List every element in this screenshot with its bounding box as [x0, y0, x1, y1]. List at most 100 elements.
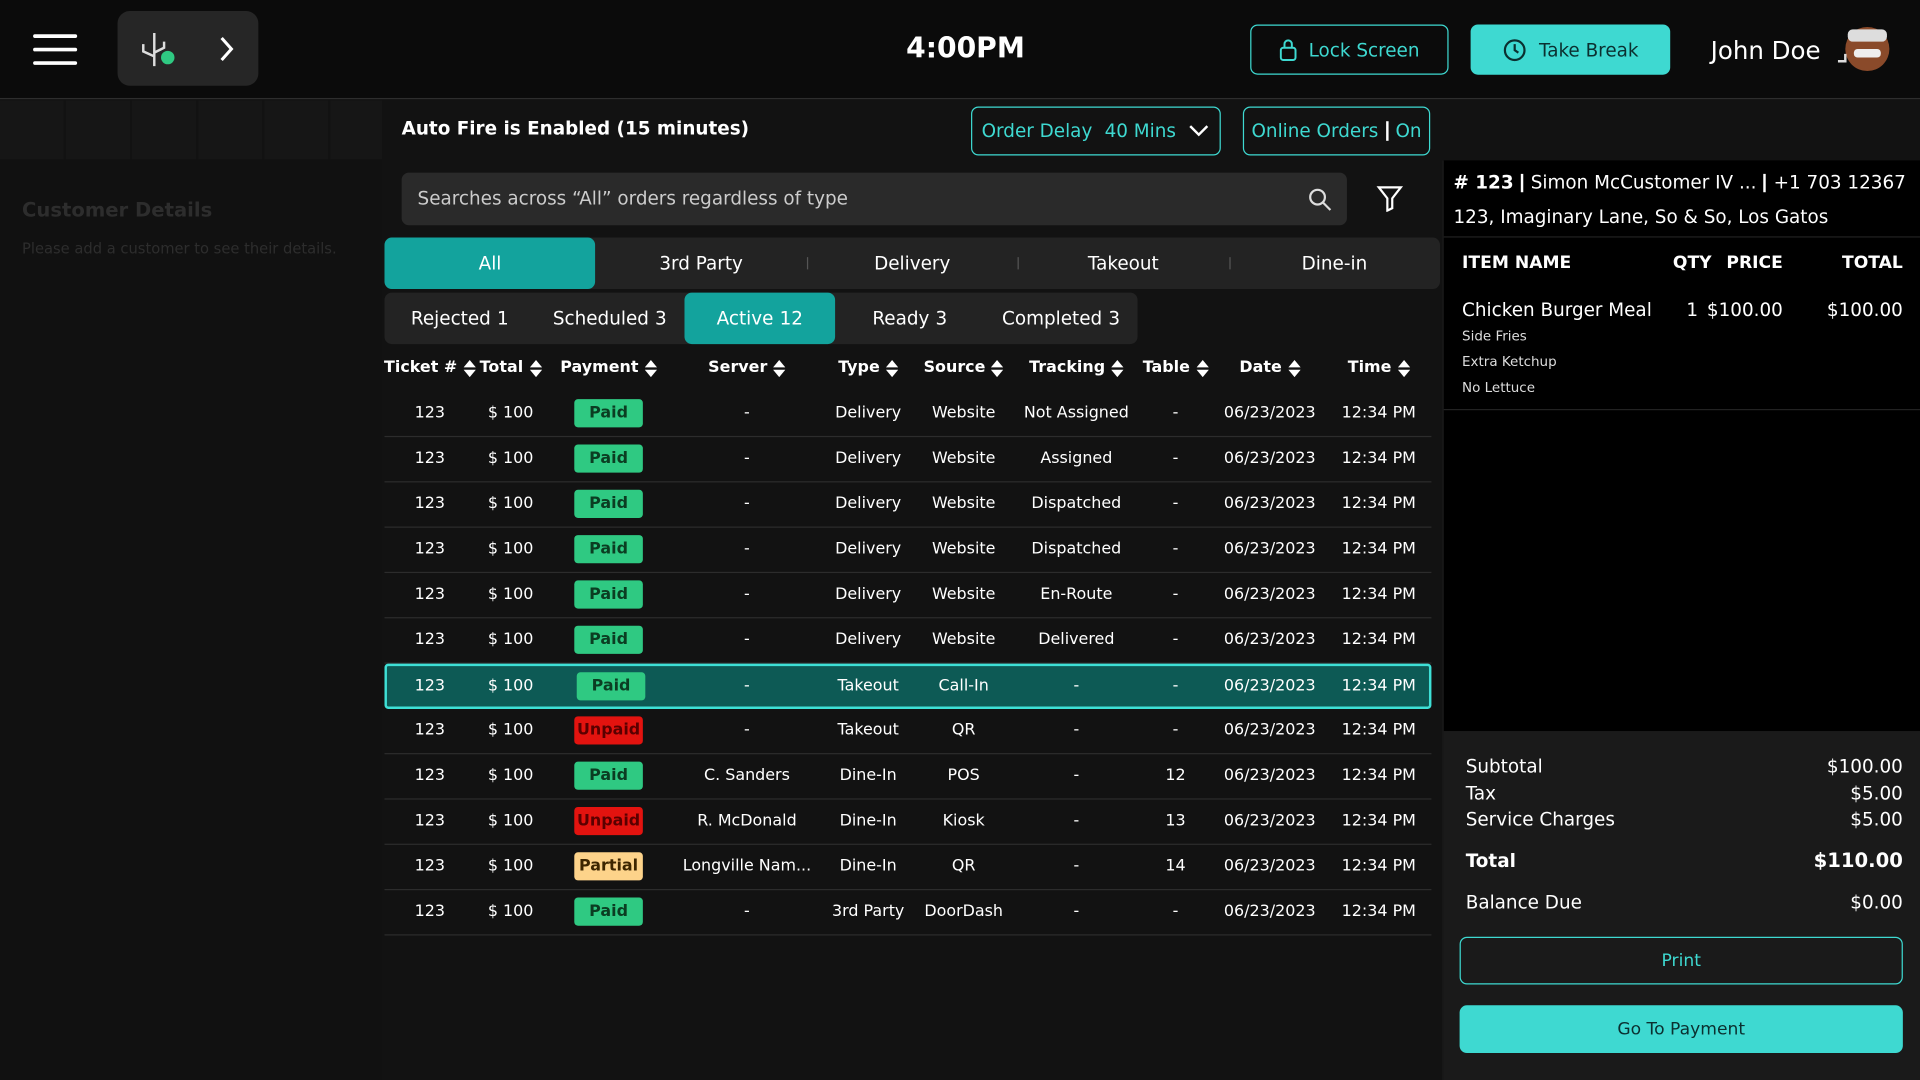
type-tab[interactable]: Dine-in: [1229, 238, 1440, 289]
divider: [806, 257, 808, 270]
order-delay-dropdown[interactable]: Order Delay 40 Mins: [971, 106, 1221, 156]
table-row[interactable]: 123 $ 100 Paid - 3rd Party DoorDash - - 06/23/20…: [384, 890, 1432, 936]
table-cell: -: [1073, 721, 1080, 740]
table-row[interactable]: 123 $ 100 Paid - Takeout Call-In - - 06/23/2023 1…: [384, 663, 1432, 709]
payment-badge: Paid: [574, 580, 643, 609]
search-box[interactable]: Searches across “All” orders regardless …: [401, 172, 1347, 226]
table-cell: 12:34 PM: [1341, 766, 1416, 785]
expand-icon: [220, 36, 234, 62]
lock-screen-label: Lock Screen: [1308, 38, 1420, 61]
column-header[interactable]: Total: [480, 359, 542, 377]
status-tab[interactable]: Active 12: [684, 292, 836, 345]
table-cell: 12:34 PM: [1341, 721, 1416, 740]
table-cell: 123: [414, 540, 445, 559]
column-header[interactable]: Ticket #: [384, 359, 476, 377]
online-orders-toggle[interactable]: Online Orders On: [1242, 106, 1431, 156]
table-cell: 12:34 PM: [1341, 449, 1416, 468]
table-cell: Delivery: [835, 585, 902, 604]
table-row[interactable]: 123 $ 100 Paid - Delivery Website Not Assigned…: [384, 392, 1432, 438]
sidebar-placeholder: [0, 100, 383, 160]
column-header[interactable]: Time: [1348, 359, 1410, 377]
column-header[interactable]: Server: [708, 359, 786, 377]
table-cell: 123: [414, 677, 445, 696]
clock: 4:00PM: [906, 33, 1025, 65]
table-row[interactable]: 123 $ 100 Partial Longville Nam... Dine-In QR…: [384, 845, 1432, 891]
table-cell: -: [1172, 404, 1179, 423]
chevron-down: [1189, 125, 1209, 137]
table-cell: -: [1172, 721, 1179, 740]
sort-icon: [1397, 359, 1410, 377]
sort-icon: [463, 359, 476, 377]
table-cell: Delivered: [1038, 630, 1115, 649]
table-cell: $ 100: [487, 721, 534, 740]
sort-icon: [529, 359, 542, 377]
table-cell: Dine-In: [839, 766, 897, 785]
table-cell: Takeout: [837, 677, 899, 696]
device-status[interactable]: [117, 11, 259, 86]
status-tab[interactable]: Rejected 1: [384, 293, 535, 344]
table-cell: -: [1073, 857, 1080, 876]
payment-badge: Paid: [574, 761, 643, 790]
type-tab[interactable]: Takeout: [1018, 238, 1229, 289]
status-tab-label: Ready: [872, 307, 930, 330]
take-break-button[interactable]: Take Break: [1470, 24, 1671, 75]
table-row[interactable]: 123 $ 100 Paid - Delivery Website Dispatched - 0…: [384, 482, 1432, 528]
column-header[interactable]: Type: [838, 359, 899, 377]
table-row[interactable]: 123 $ 100 Paid - Delivery Website Delivered - 06…: [384, 618, 1432, 664]
table-cell: 06/23/2023: [1223, 540, 1316, 559]
table-cell: -: [1073, 677, 1080, 696]
payment-badge: Paid: [574, 897, 643, 926]
payment-badge: Partial: [574, 852, 643, 881]
type-tab-label: Takeout: [1087, 252, 1159, 275]
summary-value: $5.00: [1850, 781, 1903, 804]
table-cell: -: [744, 677, 750, 696]
table-row[interactable]: 123 $ 100 Paid C. Sanders Dine-In POS - 12 06/23…: [384, 754, 1432, 800]
status-tab[interactable]: Completed 3: [984, 293, 1137, 344]
take-break-label: Take Break: [1539, 38, 1639, 61]
table-cell: -: [1172, 494, 1179, 514]
type-tab[interactable]: 3rd Party: [596, 238, 807, 289]
table-row[interactable]: 123 $ 100 Unpaid R. McDonald Dine-In Kiosk - 13…: [384, 800, 1432, 845]
print-button[interactable]: Print: [1459, 936, 1903, 985]
table-row[interactable]: 123 $ 100 Unpaid - Takeout QR - - 06/23/2023 12:3…: [384, 709, 1432, 755]
type-tab-label: All: [478, 252, 502, 275]
table-cell: Dine-In: [839, 811, 897, 831]
order-delay-label: Order Delay: [981, 120, 1093, 143]
divider: [1017, 257, 1020, 270]
column-header[interactable]: Table: [1143, 359, 1209, 377]
balance-value: $0.00: [1850, 891, 1903, 914]
type-tab[interactable]: Delivery: [807, 238, 1018, 289]
menu-button[interactable]: [33, 33, 80, 67]
item-modifier: Extra Ketchup: [1462, 353, 1557, 370]
table-row[interactable]: 123 $ 100 Paid - Delivery Website En-Route - 06/…: [384, 573, 1432, 619]
column-header[interactable]: Date: [1239, 359, 1301, 377]
status-tab-label: Scheduled: [552, 307, 649, 330]
balance-label: Balance Due: [1465, 891, 1582, 914]
column-header[interactable]: Source: [924, 359, 1004, 377]
column-label: Tracking: [1029, 358, 1106, 378]
column-header[interactable]: Tracking: [1029, 358, 1124, 378]
table-cell: Website: [931, 630, 996, 649]
table-cell: R. McDonald: [697, 811, 797, 831]
payment-button[interactable]: Go To Payment: [1459, 1005, 1903, 1054]
customer-phone: +1 703 12367: [1773, 171, 1906, 194]
summary-label: Service Charges: [1465, 808, 1615, 831]
avatar[interactable]: [1833, 15, 1897, 79]
auto-fire-status: Auto Fire is Enabled (15 minutes): [401, 117, 750, 140]
table-cell: 06/23/2023: [1223, 404, 1316, 423]
sort-icon: [644, 359, 657, 377]
table-cell: 06/23/2023: [1223, 630, 1316, 649]
table-cell: 06/23/2023: [1223, 857, 1316, 876]
type-tab[interactable]: All: [384, 237, 596, 289]
column-header[interactable]: Payment: [560, 359, 657, 377]
filter-button[interactable]: [1376, 185, 1404, 212]
table-cell: 123: [414, 857, 445, 876]
table-row[interactable]: 123 $ 100 Paid - Delivery Website Assigned - 06/…: [384, 437, 1432, 483]
status-tab[interactable]: Scheduled 3: [535, 293, 684, 344]
status-tab[interactable]: Ready 3: [835, 293, 984, 344]
table-row[interactable]: 123 $ 100 Paid - Delivery Website Dispatched - 0…: [384, 528, 1432, 574]
table-cell: DoorDash: [924, 902, 1004, 921]
lock-screen-button[interactable]: Lock Screen: [1250, 24, 1449, 75]
status-tab-count: 3: [935, 307, 948, 330]
search-placeholder: Searches across “All” orders regardless …: [417, 187, 848, 210]
